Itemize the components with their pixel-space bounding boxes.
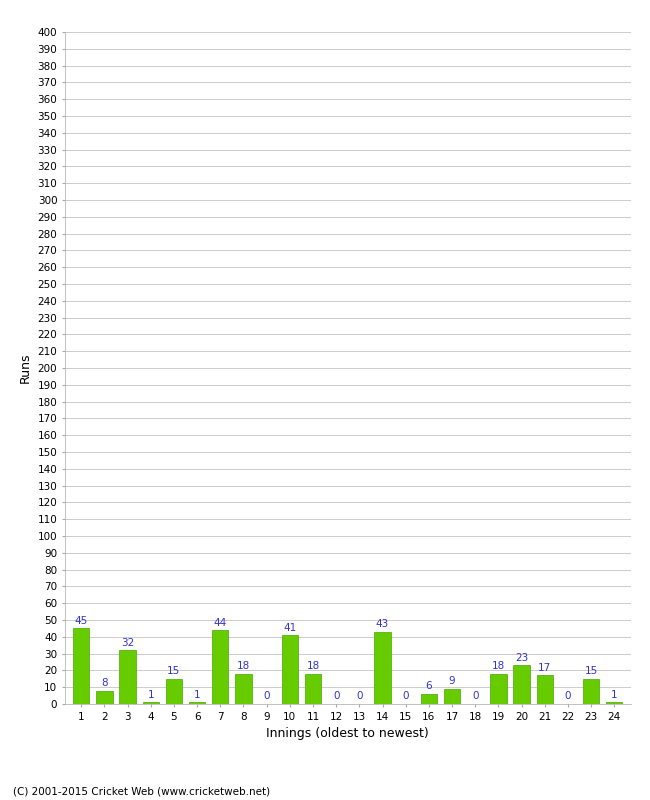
Text: 0: 0 — [472, 691, 478, 702]
Bar — [166, 678, 182, 704]
Bar — [421, 694, 437, 704]
Bar — [444, 689, 460, 704]
Text: 32: 32 — [121, 638, 134, 648]
Text: 8: 8 — [101, 678, 108, 688]
Text: 0: 0 — [402, 691, 409, 702]
Text: 18: 18 — [306, 662, 320, 671]
Text: 6: 6 — [426, 682, 432, 691]
Bar — [374, 632, 391, 704]
Bar — [490, 674, 506, 704]
Bar — [189, 702, 205, 704]
Bar — [212, 630, 228, 704]
Text: 43: 43 — [376, 619, 389, 630]
Text: 15: 15 — [584, 666, 598, 676]
Text: 18: 18 — [492, 662, 505, 671]
Bar — [120, 650, 136, 704]
Bar — [281, 635, 298, 704]
Text: (C) 2001-2015 Cricket Web (www.cricketweb.net): (C) 2001-2015 Cricket Web (www.cricketwe… — [13, 786, 270, 796]
Text: 0: 0 — [263, 691, 270, 702]
Bar — [96, 690, 112, 704]
Text: 1: 1 — [148, 690, 154, 700]
Text: 0: 0 — [565, 691, 571, 702]
Bar — [73, 629, 89, 704]
Bar — [142, 702, 159, 704]
Text: 41: 41 — [283, 622, 296, 633]
X-axis label: Innings (oldest to newest): Innings (oldest to newest) — [266, 727, 429, 740]
Y-axis label: Runs: Runs — [19, 353, 32, 383]
Bar — [305, 674, 321, 704]
Text: 23: 23 — [515, 653, 528, 663]
Text: 45: 45 — [75, 616, 88, 626]
Text: 0: 0 — [333, 691, 339, 702]
Text: 17: 17 — [538, 663, 551, 673]
Text: 44: 44 — [214, 618, 227, 627]
Text: 0: 0 — [356, 691, 363, 702]
Bar — [583, 678, 599, 704]
Text: 9: 9 — [448, 676, 456, 686]
Bar — [537, 675, 553, 704]
Bar — [514, 666, 530, 704]
Text: 1: 1 — [611, 690, 618, 700]
Text: 18: 18 — [237, 662, 250, 671]
Bar — [235, 674, 252, 704]
Text: 1: 1 — [194, 690, 200, 700]
Bar — [606, 702, 623, 704]
Text: 15: 15 — [167, 666, 181, 676]
